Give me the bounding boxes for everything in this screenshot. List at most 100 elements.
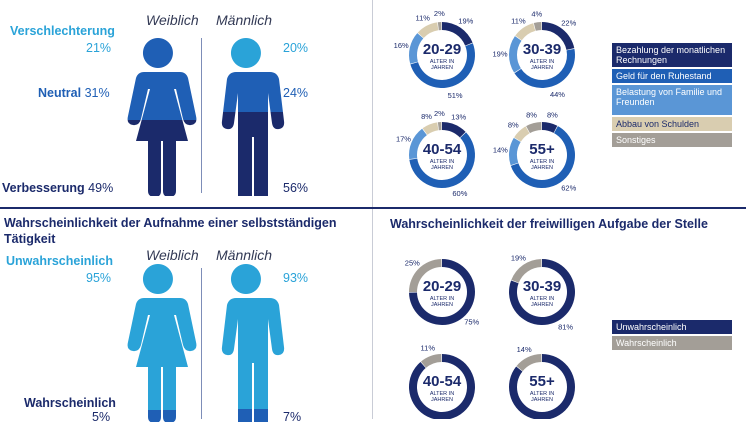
top-donut-0-label-2: 16% (394, 41, 409, 50)
bottom-donut-1-label-1: 19% (511, 253, 526, 262)
bottom-donut-3-age: 55+ (529, 373, 555, 390)
bottom-donut-2-slice-1 (420, 354, 442, 368)
top-donut-1-age: 30-39 (523, 41, 561, 58)
gender-male-label-bottom: Männlich (216, 247, 273, 263)
verbesserung-row: Verbesserung 49% (2, 181, 113, 195)
female-top-segment-verschlechterung (127, 38, 197, 70)
val-male-verschlechterung: 20% (283, 41, 309, 55)
cat-verbesserung: Verbesserung (2, 181, 85, 195)
bottom-donut-2-label-1: 11% (421, 343, 436, 352)
cat-neutral: Neutral (38, 86, 82, 100)
legend-item-unwahrscheinlich: Unwahrscheinlich (612, 320, 732, 334)
top-donut-3-slice-4 (526, 122, 542, 134)
gender-female-label: Weiblich (146, 12, 199, 28)
bottom-donut-3-label-1: 14% (517, 345, 532, 354)
legend-item-familie: Belastung von Familie und Freunden (612, 85, 732, 115)
top-donut-2-age: 40-54 (423, 141, 462, 158)
figure-separator-top (201, 38, 202, 193)
top-donut-1-label-1: 44% (550, 90, 565, 99)
female-top-segment-neutral (127, 70, 197, 120)
top-donut-2-label-0: 13% (451, 112, 466, 121)
top-donut-0-unit-line2: JAHREN (431, 65, 453, 71)
top-donut-1-unit-line2: JAHREN (531, 65, 553, 71)
male-top-segment-neutral (221, 70, 285, 112)
legend-item-wahrscheinlich: Wahrscheinlich (612, 336, 732, 350)
bottom-donut-2-age: 40-54 (423, 373, 462, 390)
cat-wahrscheinlich: Wahrscheinlich (24, 396, 116, 410)
val-male-verbesserung: 56% (283, 181, 309, 195)
bottom-donut-3-unit-line2: JAHREN (531, 397, 553, 403)
bottom-donut-1-age: 30-39 (523, 278, 561, 295)
top-donut-1-slice-1 (514, 48, 575, 89)
female-figure-bottom (127, 264, 197, 422)
legend-item-ruhestand: Geld für den Ruhestand (612, 69, 732, 83)
legend-item-bezahlung: Bezahlung der monatlichen Rechnungen (612, 43, 732, 67)
val-female-verschlechterung: 21% (86, 41, 112, 55)
top-donut-0-slice-2 (409, 33, 424, 64)
top-donut-2-label-4: 2% (434, 109, 445, 118)
val-female-wahrscheinlich: 5% (92, 410, 111, 424)
top-donut-2-slice-2 (409, 128, 427, 160)
top-donut-0-label-3: 11% (416, 14, 431, 23)
top-donut-3-label-3: 8% (508, 120, 519, 129)
horizontal-divider (0, 207, 746, 209)
bottom-donut-2-unit-line2: JAHREN (431, 397, 453, 403)
top-donut-3-label-4: 8% (526, 110, 537, 119)
cat-unwahrscheinlich: Unwahrscheinlich (6, 254, 113, 268)
val-female-neutral: 31% (84, 86, 110, 100)
top-donut-3-label-1: 62% (561, 183, 576, 192)
top-donut-2-slice-4 (437, 122, 442, 131)
legend-item-schulden: Abbau von Schulden (612, 117, 732, 131)
female-top-segment-verbesserung (127, 120, 197, 196)
top-donut-0-label-0: 19% (458, 16, 473, 25)
top-donut-1-label-3: 11% (511, 16, 526, 25)
top-donut-3-slice-3 (514, 126, 530, 142)
top-donut-2-unit-line2: JAHREN (431, 165, 453, 171)
vertical-divider (372, 0, 373, 419)
top-donut-2-slice-0 (442, 122, 466, 138)
bottom-donut-1-unit-line2: JAHREN (531, 302, 553, 308)
top-donut-2-slice-3 (422, 122, 439, 135)
val-male-unwahrscheinlich: 93% (283, 271, 309, 285)
figure-separator-bottom (201, 268, 202, 419)
top-donut-2-label-1: 60% (452, 189, 467, 198)
top-donut-1-label-0: 22% (561, 19, 576, 28)
top-donut-0-unit-line1: ALTER IN (430, 59, 454, 65)
bottom-donut-0-unit-line1: ALTER IN (430, 296, 454, 302)
bottom-right-title: Wahrscheinlichkeit der freiwilligen Aufg… (390, 217, 708, 231)
female-figure-top (127, 38, 197, 196)
bottom-donut-1-label-0: 81% (558, 323, 573, 332)
male-bottom-segment-unwahrscheinlich (221, 264, 285, 409)
bottom-donut-0-slice-1 (409, 259, 442, 292)
male-figure-bottom (221, 264, 285, 422)
male-bottom-segment-wahrscheinlich (221, 409, 285, 422)
top-donut-0-slice-1 (410, 43, 475, 88)
top-donut-0-label-1: 51% (448, 91, 463, 100)
legend-item-sonstiges: Sonstiges (612, 133, 732, 147)
top-donut-3-unit-line2: JAHREN (531, 165, 553, 171)
female-bottom-segment-wahrscheinlich (127, 410, 197, 422)
top-donut-1-label-4: 4% (531, 9, 542, 18)
top-donut-2-label-2: 17% (396, 134, 411, 143)
bottom-donut-2-unit-line1: ALTER IN (430, 391, 454, 397)
top-donut-0-age: 20-29 (423, 41, 461, 58)
top-donut-0-slice-0 (442, 22, 473, 46)
bottom-left-title: Wahrscheinlichkeit der Aufnahme einer se… (4, 216, 337, 246)
bottom-donut-0-label-1: 25% (405, 258, 420, 267)
bottom-donut-1-unit-line1: ALTER IN (530, 296, 554, 302)
val-female-unwahrscheinlich: 95% (86, 271, 112, 285)
male-figure-top (221, 38, 285, 196)
top-donut-2-slice-1 (409, 132, 475, 188)
top-donut-3-label-2: 14% (493, 146, 508, 155)
top-donut-0-slice-3 (417, 22, 439, 39)
val-male-neutral: 24% (283, 86, 309, 100)
top-donut-0-label-4: 2% (434, 9, 445, 18)
top-donut-1-slice-2 (509, 36, 522, 73)
top-donut-1-slice-4 (533, 22, 542, 31)
gender-male-label: Männlich (216, 12, 273, 28)
cat-verschlechterung: Verschlechterung (10, 24, 115, 38)
top-donut-3-unit-line1: ALTER IN (530, 159, 554, 165)
bottom-donut-0-unit-line2: JAHREN (431, 302, 453, 308)
top-donut-1-slice-3 (515, 23, 536, 41)
